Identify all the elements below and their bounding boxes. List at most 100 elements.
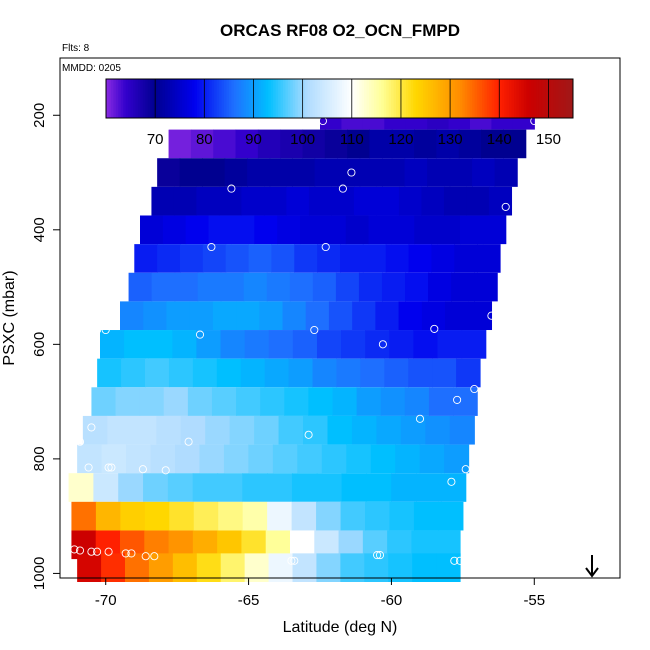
colorbar-swatch <box>491 79 495 118</box>
colorbar-tick-label: 100 <box>290 131 315 148</box>
colorbar-swatch <box>273 79 277 118</box>
heatmap-cell <box>235 129 259 159</box>
heatmap-cell <box>107 415 133 445</box>
colorbar-swatch <box>248 79 252 118</box>
heatmap-cell <box>266 272 291 302</box>
heatmap-cell <box>267 473 293 502</box>
heatmap-cell <box>148 330 173 359</box>
heatmap-cell <box>211 387 237 416</box>
colorbar-swatch <box>231 79 235 118</box>
sample-point <box>147 168 156 177</box>
heatmap-cell <box>151 272 176 302</box>
heatmap-cell <box>267 501 293 531</box>
heatmap-cell <box>126 444 152 474</box>
colorbar-swatch <box>194 79 198 118</box>
heatmap-cell <box>437 215 461 245</box>
heatmap-cell <box>71 501 97 531</box>
heatmap-cell <box>391 473 417 502</box>
heatmap-cell <box>192 358 218 388</box>
heatmap-cell <box>382 158 406 187</box>
colorbar-swatch <box>297 79 301 118</box>
heatmap-cell <box>254 215 278 245</box>
sample-point <box>287 556 296 565</box>
colorbar-swatch <box>391 79 395 118</box>
colorbar-swatch <box>388 79 392 118</box>
sample-point <box>138 465 147 474</box>
heatmap-cell <box>190 129 214 159</box>
heatmap-cell <box>375 301 400 331</box>
heatmap-cell <box>120 301 144 331</box>
heatmap-cell <box>413 330 439 359</box>
colorbar-swatch <box>376 79 380 118</box>
heatmap-cell <box>451 272 475 302</box>
heatmap-cell <box>327 415 353 445</box>
heatmap-cell <box>282 301 307 331</box>
colorbar-swatch <box>496 79 500 118</box>
colorbar-swatch <box>386 79 390 118</box>
colorbar-swatch <box>184 79 188 118</box>
colorbar-swatch <box>329 79 333 118</box>
colorbar-swatch <box>349 79 353 118</box>
colorbar-swatch <box>211 79 215 118</box>
heatmap-cell <box>169 501 195 531</box>
heatmap-cell <box>269 158 293 187</box>
colorbar-swatch <box>459 79 463 118</box>
heatmap-cell <box>168 358 194 388</box>
colorbar-swatch <box>164 79 168 118</box>
heatmap-cell <box>398 186 423 216</box>
colorbar-swatch <box>563 79 567 118</box>
heatmap-cell <box>278 415 304 445</box>
y-axis-title: PSXC (mbar) <box>1 270 18 365</box>
colorbar-swatch <box>282 79 286 118</box>
heatmap-cell <box>260 387 285 416</box>
colorbar-tick-label: 70 <box>147 131 164 148</box>
colorbar-swatch <box>108 79 112 118</box>
colorbar-swatch <box>113 79 117 118</box>
heatmap-cell <box>312 358 338 388</box>
heatmap-cell <box>163 387 189 416</box>
colorbar-swatch <box>361 79 365 118</box>
colorbar-swatch <box>137 79 141 118</box>
heatmap-cell <box>225 244 250 273</box>
colorbar-swatch <box>233 79 237 118</box>
colorbar-swatch <box>425 79 429 118</box>
heatmap-cell <box>324 129 348 159</box>
heatmap-cell <box>391 215 415 245</box>
colorbar-swatch <box>506 79 510 118</box>
colorbar-swatch <box>344 79 348 118</box>
heatmap-cell <box>179 158 203 187</box>
heatmap-cell <box>449 415 475 445</box>
colorbar-swatch <box>314 79 318 118</box>
colorbar-swatch <box>545 79 549 118</box>
heatmap-cell <box>157 244 181 273</box>
x-axis-title: Latitude (deg N) <box>283 619 398 636</box>
colorbar-swatch <box>290 79 294 118</box>
heatmap-cell <box>242 501 268 531</box>
sample-point <box>195 330 205 339</box>
heatmap-cell <box>174 272 199 302</box>
heatmap-cell <box>187 387 213 416</box>
sample-point <box>207 242 216 252</box>
heatmap-cell <box>97 358 122 388</box>
colorbar-swatch <box>110 79 114 118</box>
colorbar-swatch <box>447 79 451 118</box>
colorbar-swatch <box>307 79 311 118</box>
colorbar-swatch <box>511 79 515 118</box>
colorbar-swatch <box>445 79 449 118</box>
colorbar-swatch <box>371 79 375 118</box>
colorbar-frame <box>105 78 574 119</box>
heatmap-cell <box>308 387 334 416</box>
heatmap-cell <box>151 186 175 216</box>
sample-point <box>184 437 193 446</box>
heatmap-cell <box>166 301 191 331</box>
heatmap-cell <box>150 444 176 474</box>
colorbar-swatch <box>462 79 466 118</box>
sample-point <box>101 325 110 335</box>
heatmap-cell <box>220 330 246 359</box>
heatmap-cell <box>305 301 330 331</box>
heatmap-cell <box>229 415 255 445</box>
heatmap-cell <box>216 358 242 388</box>
colorbar-swatch <box>479 79 483 118</box>
heatmap-cell <box>121 358 146 388</box>
